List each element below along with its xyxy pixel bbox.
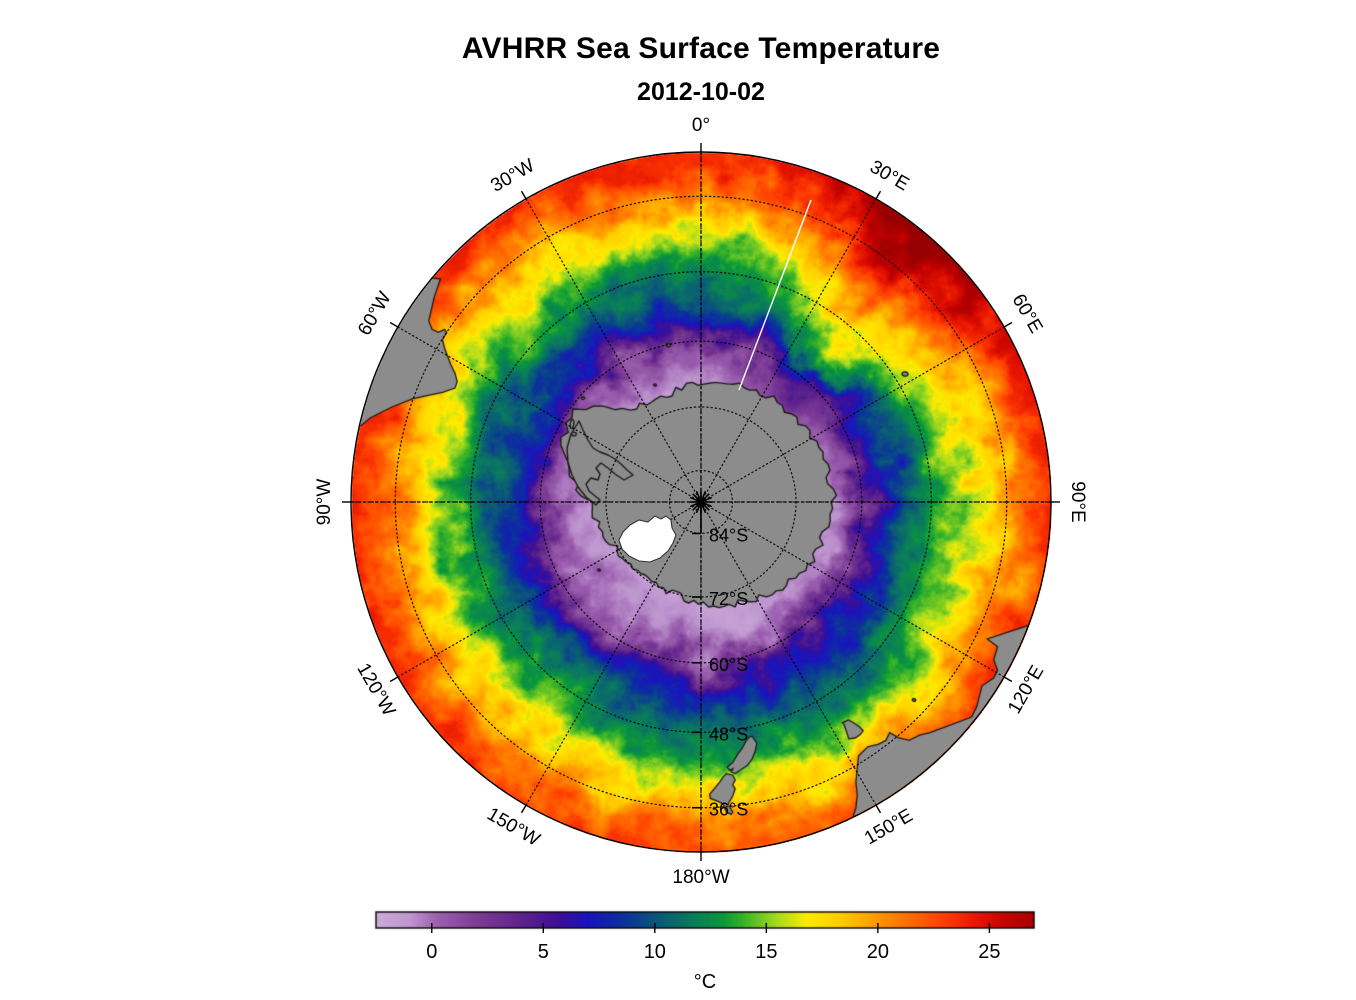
svg-text:150°E: 150°E: [861, 805, 917, 849]
svg-text:25: 25: [978, 941, 1000, 963]
svg-text:84°S: 84°S: [709, 525, 748, 545]
svg-text:5: 5: [538, 941, 549, 963]
svg-text:180°W: 180°W: [672, 867, 729, 888]
svg-text:72°S: 72°S: [709, 589, 748, 609]
svg-text:120°W: 120°W: [352, 660, 399, 720]
svg-text:30°E: 30°E: [866, 157, 912, 196]
svg-text:90°E: 90°E: [1067, 481, 1088, 522]
svg-text:120°E: 120°E: [1004, 662, 1048, 718]
svg-text:36°S: 36°S: [709, 800, 748, 820]
svg-text:48°S: 48°S: [709, 724, 748, 744]
svg-text:0: 0: [426, 941, 437, 963]
svg-text:20: 20: [867, 941, 889, 963]
svg-text:60°W: 60°W: [354, 288, 396, 339]
svg-text:90°W: 90°W: [314, 479, 335, 526]
svg-text:°C: °C: [694, 971, 716, 993]
svg-text:150°W: 150°W: [483, 804, 543, 851]
svg-text:60°E: 60°E: [1008, 291, 1047, 337]
svg-text:30°W: 30°W: [487, 155, 538, 197]
svg-text:60°S: 60°S: [709, 655, 748, 675]
svg-text:0°: 0°: [692, 115, 710, 136]
svg-text:15: 15: [755, 941, 777, 963]
svg-text:10: 10: [644, 941, 666, 963]
